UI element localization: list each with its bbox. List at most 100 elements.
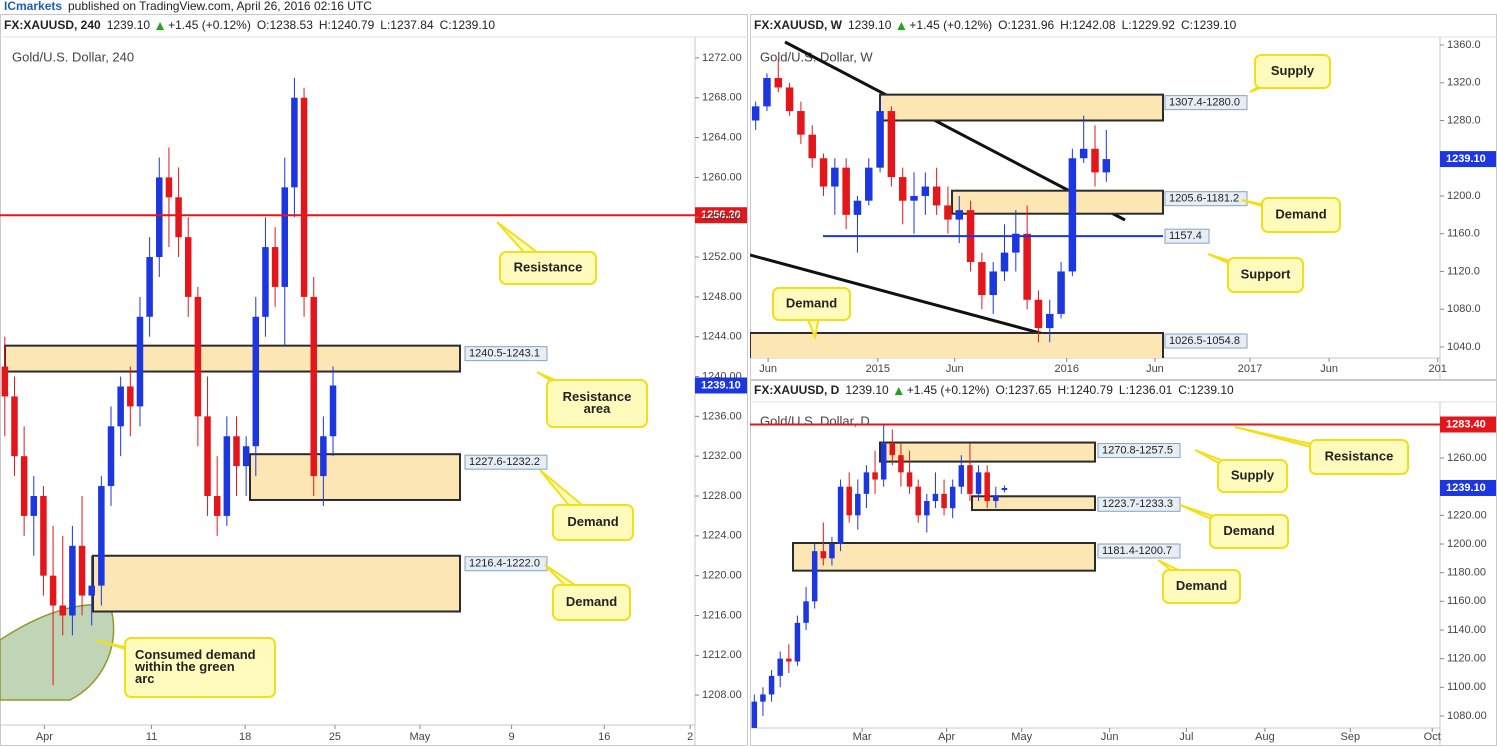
candle-body: [59, 605, 66, 616]
candle-body: [876, 111, 884, 168]
callout-box: [1254, 54, 1331, 89]
candle-body: [889, 443, 896, 456]
candle-body: [837, 486, 844, 545]
candle-body: [69, 545, 76, 616]
candle-body: [165, 177, 173, 198]
candle-body: [78, 545, 86, 596]
symbol-info: FX:XAUUSD, D: [754, 383, 840, 397]
candle-body: [794, 622, 801, 662]
x-tick-label: 2: [687, 731, 693, 743]
x-tick-label: 2015: [866, 363, 890, 375]
y-tick-label: 1272.00: [702, 52, 742, 64]
callout-text: within the green: [134, 659, 235, 674]
last-price-tag: [1440, 479, 1496, 496]
zone-label: 1227.6-1232.2: [469, 456, 540, 468]
y-tick-label: 1040.0: [1447, 341, 1481, 353]
y-tick-label: 1224.00: [702, 530, 742, 542]
candle-body: [932, 186, 941, 206]
candle-body: [271, 247, 279, 287]
y-tick-label: 1100.00: [1447, 681, 1486, 693]
zone-label-box: [464, 454, 548, 470]
candle-body: [872, 472, 878, 480]
zone-label: 1205.6-1181.2: [1169, 193, 1239, 205]
callout-text: Demand: [567, 514, 618, 529]
callout-text: Resistance: [514, 259, 583, 274]
zone: [92, 554, 461, 613]
chart-panel: FX:XAUUSD, D 1239.10 +1.45 (+0.12%) O:1237.…: [750, 380, 1497, 746]
candle-body: [310, 296, 317, 477]
callout-text: Demand: [1275, 206, 1326, 221]
y-tick-label: 1360.0: [1447, 39, 1481, 51]
zone: [879, 93, 1164, 122]
callout-box: [1227, 257, 1304, 293]
callout-box: [552, 584, 631, 621]
x-tick-label: Aug: [1255, 731, 1275, 743]
candle-body: [329, 385, 337, 437]
callout-box: [1309, 439, 1409, 475]
candle-body: [898, 177, 907, 201]
candle-body: [763, 78, 771, 107]
y-tick-label: 1160.00: [1447, 595, 1486, 607]
y-tick-label: 1280.0: [1447, 114, 1481, 126]
chart-title: Gold/U.S. Dollar, D: [760, 413, 870, 428]
zone-label: 1223.7-1233.3: [1102, 498, 1173, 510]
level-label: 1157.4: [1169, 230, 1202, 242]
candle-body: [262, 247, 269, 317]
y-tick-label: 1220.00: [1447, 509, 1487, 521]
y-tick-label: 1160.0: [1447, 228, 1480, 240]
candle-body: [853, 200, 862, 215]
zone-label-box: [1164, 333, 1248, 349]
y-tick-label: 1232.00: [702, 450, 742, 462]
candle-body: [107, 426, 115, 487]
candle-body: [1057, 271, 1065, 314]
candle-body: [786, 658, 792, 662]
symbol-info: O:1238.53: [257, 18, 313, 32]
callout-box: [552, 504, 634, 541]
candle-body: [949, 486, 956, 509]
candle-body: [175, 197, 182, 238]
candle-body: [281, 187, 289, 287]
symbol-info: C:1239.10: [1181, 18, 1237, 32]
y-tick-label: 1220.00: [702, 570, 742, 582]
zone-label: 1026.5-1054.8: [1169, 335, 1240, 347]
candle-body: [975, 472, 982, 494]
symbol-info: H:1240.79: [319, 18, 375, 32]
callout-text: Consumed demand: [135, 647, 256, 662]
zone: [750, 331, 1164, 358]
symbol-info: H:1242.08: [1060, 18, 1116, 32]
callout-box: [1209, 514, 1289, 549]
plot-area: [0, 77, 461, 701]
candle-body: [819, 158, 828, 187]
candle-body: [760, 694, 766, 702]
candle-body: [774, 78, 783, 88]
candle-body: [1068, 158, 1077, 272]
y-tick-label: 1244.00: [702, 331, 742, 343]
symbol-info: O:1237.65: [995, 383, 1051, 397]
author[interactable]: ICmarkets: [4, 0, 62, 13]
x-tick-label: Jun: [1146, 363, 1164, 375]
candle-body: [910, 195, 918, 201]
candle-body: [751, 106, 760, 121]
x-tick-label: Jun: [1101, 731, 1119, 743]
zone-label-box: [1097, 443, 1181, 459]
candle-body: [213, 496, 221, 516]
plot-area: [751, 425, 1096, 728]
last-price-tag: [695, 377, 747, 394]
callout-text: arc: [135, 671, 155, 686]
candle-body: [204, 416, 211, 497]
callout-box: [772, 287, 851, 321]
candle-body: [803, 601, 809, 623]
candle-body: [887, 111, 896, 178]
y-tick-label: 1208.00: [702, 689, 742, 701]
symbol-info: 1239.10: [848, 18, 892, 32]
x-tick-label: 2017: [1238, 363, 1262, 375]
callout-text: Supply: [1271, 63, 1315, 78]
y-tick-label: 1080.0: [1447, 303, 1481, 315]
symbol-info: O:1231.96: [998, 18, 1054, 32]
y-tick-label: 1228.00: [702, 490, 742, 502]
candle-body: [1001, 487, 1008, 491]
zone: [971, 495, 1096, 512]
candle-body: [831, 167, 839, 187]
candle-body: [49, 575, 57, 606]
